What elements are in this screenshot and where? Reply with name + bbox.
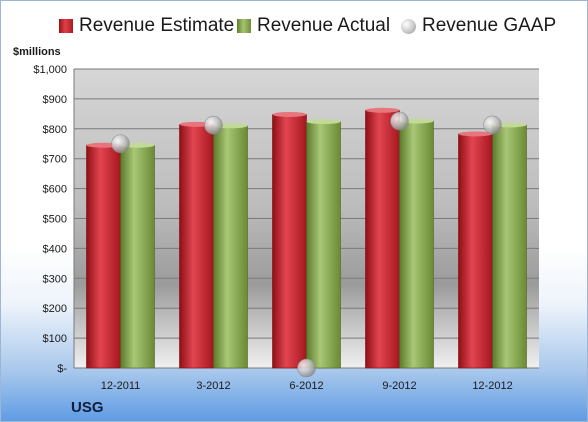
x-tick-label: 3-2012: [196, 380, 230, 392]
bar-revenue-actual: [306, 121, 341, 369]
y-tick-label: $300: [43, 273, 67, 285]
bar-top-revenue-estimate: [458, 131, 493, 137]
bar-revenue-estimate: [86, 144, 121, 369]
y-tick-label: $500: [43, 214, 67, 226]
legend-item-estimate: Revenue Estimate: [59, 15, 234, 37]
y-tick-label: $700: [43, 154, 67, 166]
y-tick-label: $-: [57, 363, 67, 375]
legend-item-gaap: Revenue GAAP: [401, 15, 556, 37]
y-tick-label: $200: [43, 303, 67, 315]
bar-revenue-estimate: [272, 114, 307, 369]
y-tick-label: $600: [43, 184, 67, 196]
x-tick-label: 6-2012: [289, 380, 323, 392]
bar-revenue-actual: [399, 120, 434, 369]
legend: Revenue Estimate Revenue Actual Revenue …: [1, 15, 587, 43]
marker-revenue-gaap: [111, 134, 130, 154]
bar-revenue-estimate: [179, 124, 214, 369]
bar-top-revenue-estimate: [365, 107, 400, 113]
y-tick-label: $400: [43, 243, 67, 255]
company-ticker: USG: [71, 399, 104, 416]
legend-item-actual: Revenue Actual: [237, 15, 390, 37]
x-tick-label: 12-2011: [101, 380, 141, 392]
y-tick-label: $900: [43, 94, 67, 106]
bar-top-revenue-actual: [306, 119, 341, 125]
marker-revenue-gaap: [204, 115, 223, 135]
legend-swatch-estimate: [59, 19, 73, 33]
legend-label-actual: Revenue Actual: [257, 15, 391, 36]
y-axis-units: $millions: [13, 46, 61, 58]
bar-top-revenue-estimate: [272, 111, 307, 117]
marker-revenue-gaap: [390, 111, 409, 131]
bar-revenue-actual: [120, 144, 155, 369]
y-tick-label: $800: [43, 124, 67, 136]
bar-revenue-actual: [492, 124, 527, 369]
legend-label-gaap: Revenue GAAP: [422, 15, 557, 36]
x-tick-label: 12-2012: [472, 380, 512, 392]
marker-revenue-gaap: [297, 358, 316, 378]
bar-revenue-estimate: [458, 133, 493, 369]
bar-revenue-actual: [213, 125, 248, 369]
legend-label-estimate: Revenue Estimate: [79, 15, 235, 36]
bar-revenue-estimate: [365, 109, 400, 369]
marker-revenue-gaap: [483, 115, 502, 135]
x-tick-label: 9-2012: [382, 380, 416, 392]
y-tick-label: $100: [43, 333, 67, 345]
legend-swatch-actual: [237, 19, 251, 33]
y-tick-label: $1,000: [33, 64, 67, 76]
legend-swatch-gaap: [401, 18, 416, 34]
